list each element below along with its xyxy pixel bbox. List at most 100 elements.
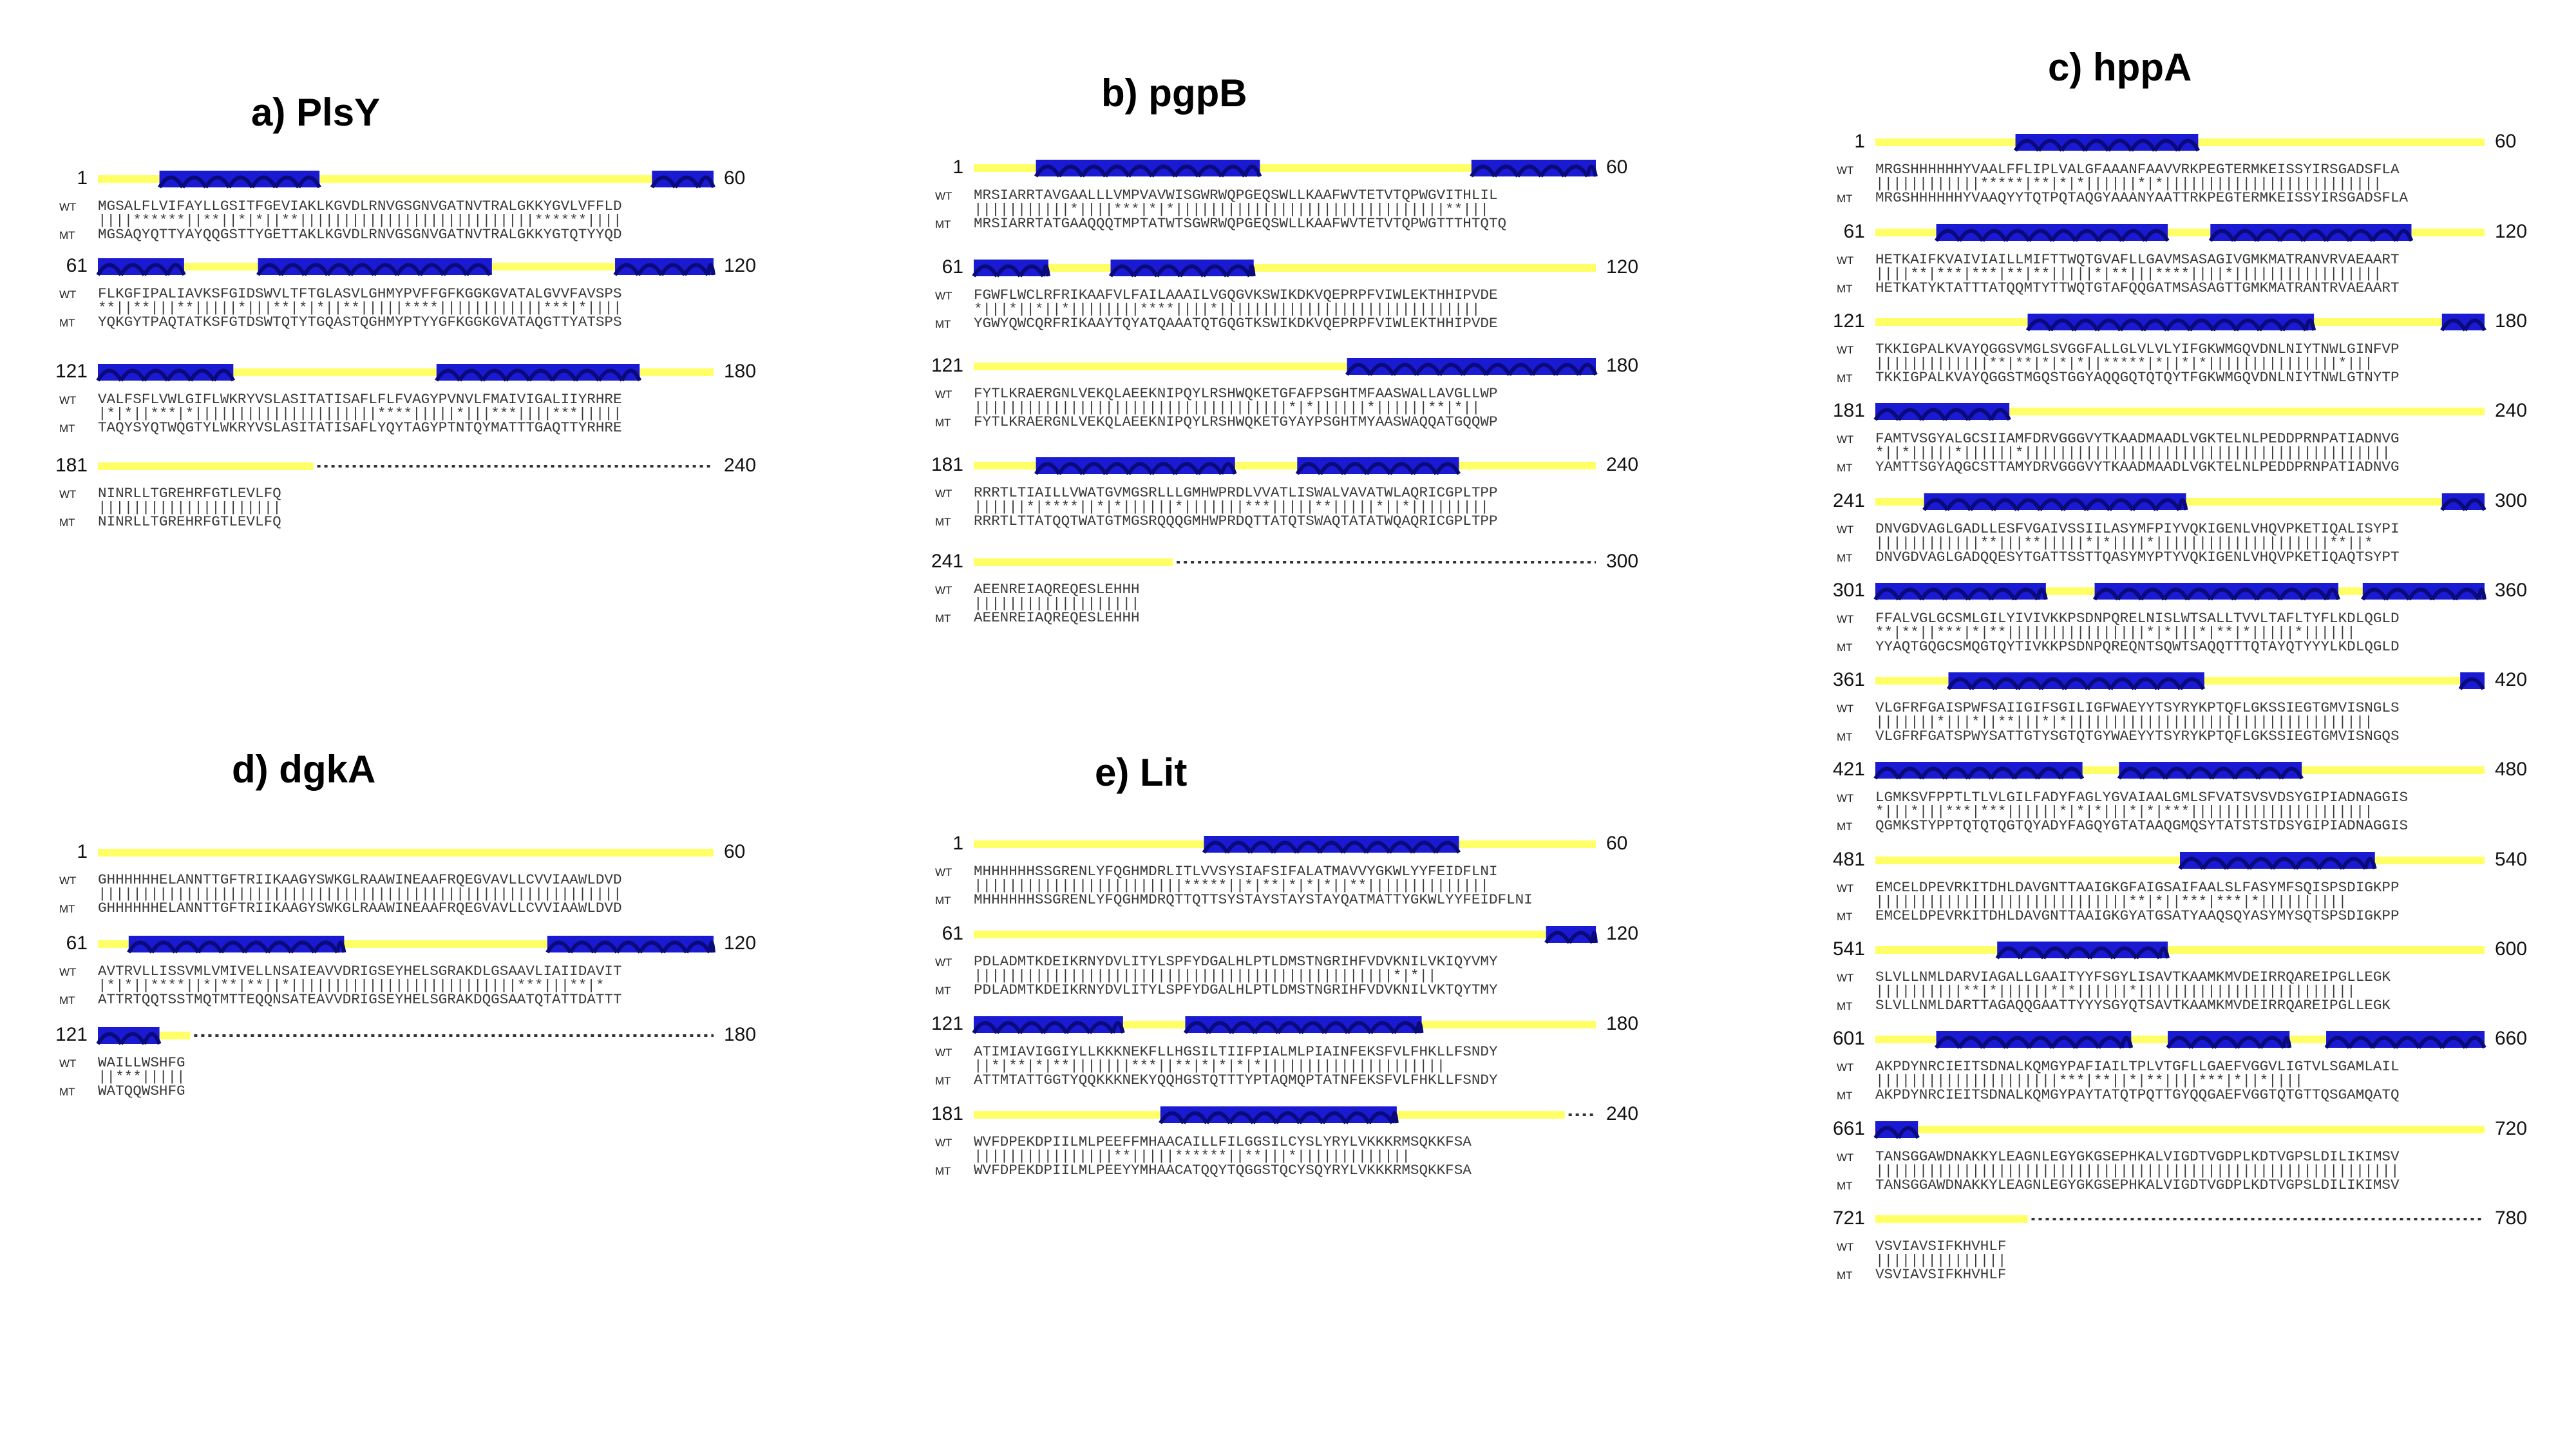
helix-segment <box>96 1027 162 1045</box>
wt-sequence: FFALVGLGCSMLGILYIVIVKKPSDNPQRELNISLWTSAL… <box>1875 610 2400 627</box>
mt-row-label: MT <box>935 1165 951 1177</box>
wt-row-label: WT <box>1837 703 1854 715</box>
mt-row-label: MT <box>59 994 75 1007</box>
coil-segment <box>1875 946 2485 954</box>
wt-sequence: HETKAIFKVAIVIAILLMIFTTWQTGVAFLLGAVMSASAG… <box>1875 251 2400 268</box>
coil-segment <box>1875 1126 2485 1133</box>
wt-row-label: WT <box>59 488 77 500</box>
alignment-block: 421 480 WT LGMKSVFPPTLTLVLGILFADYFAGLYGVAIA… <box>1803 759 2557 834</box>
residue-end-number: 660 <box>2495 1028 2528 1049</box>
match-line: |||||||||||*||||***|*|*|||||||||||||||||… <box>974 201 1489 218</box>
panel-plsy: a) PlsY 1 60 WT MGSALFLVIFAYLLGSITFGEVIAKLK… <box>26 90 786 541</box>
panel-pgpb: b) pgpB 1 60 WT MRSIARRTAVGAALLLVMPVAVWISGW… <box>902 71 1668 650</box>
wt-sequence: DNVGDVAGLGADLLESFVGAIVSSIILASYMFPIYVQKIG… <box>1875 520 2400 537</box>
residue-end-number: 180 <box>1606 1013 1639 1034</box>
residue-start-number: 421 <box>1832 759 1865 780</box>
match-line: ||||||||||**|*||||||*|*||||||*||||||||||… <box>1875 983 2356 999</box>
alignment-block: 61 120 WT FLKGFIPALIAVKSFGIDSWVLTFTGLASVLGH… <box>26 255 786 330</box>
residue-end-number: 60 <box>1606 156 1628 178</box>
mt-sequence: RRRTLTTATQQTWATGTMGSRQQQGMHWPRDQTTATQTSW… <box>974 513 1498 529</box>
mt-sequence: EMCELDPEVRKITDHLDAVGNTTAAIGKGYATGSATYAAQ… <box>1875 907 2400 924</box>
alignment-block: 61 120 WT HETKAIFKVAIVIAILLMIFTTWQTGVAFLLGA… <box>1803 221 2557 296</box>
match-line: ||||**|***|***|**|**|||||*|**|||****||||… <box>1875 265 2382 282</box>
mt-row-label: MT <box>1837 372 1853 384</box>
helix-segment <box>96 258 186 276</box>
residue-end-number: 540 <box>2495 849 2528 870</box>
secondary-structure-track <box>974 457 1596 475</box>
alignment-block: 61 120 WT PDLADMTKDEIKRNYDVLITYLSPFYDGALHLP… <box>902 923 1668 998</box>
helix-segment <box>127 936 346 954</box>
residue-end-number: 120 <box>1606 256 1639 278</box>
wt-sequence: FYTLKRAERGNLVEKQLAEEKNIPQYLRSHWQKETGFAFP… <box>974 385 1498 402</box>
wt-sequence: MRSIARRTAVGAALLLVMPVAVWISGWRWQPGEQSWLLKA… <box>974 187 1498 204</box>
helix-segment <box>2361 583 2486 601</box>
helix-segment <box>1873 1121 1920 1139</box>
mt-row-label: MT <box>1837 820 1853 833</box>
residue-start-number: 181 <box>1832 400 1865 421</box>
wt-row-label: WT <box>1837 1241 1854 1253</box>
alignment-block: 1 60 WT GHHHHHHELANNTTGFTRIIKAAGYSWKGLRAAWI… <box>26 841 786 916</box>
wt-sequence: TANSGGAWDNAKKYLEAGNLEGYGKGSEPHKALVIGDTVG… <box>1875 1148 2400 1165</box>
residue-end-number: 180 <box>2495 310 2528 332</box>
mt-row-label: MT <box>1837 641 1853 654</box>
residue-start-number: 61 <box>66 933 88 954</box>
alignment-block: 181 240 WT FAMTVSGYALGCSIIAMFDRVGGGVYTKAADM… <box>1803 400 2557 475</box>
residue-end-number: 720 <box>2495 1118 2528 1139</box>
secondary-structure-track <box>1875 314 2486 332</box>
mt-sequence: MRGSHHHHHHYVAAQYYTQTPQTAQGYAAANYAATTRKPE… <box>1875 189 2409 206</box>
mt-row-label: MT <box>59 516 75 529</box>
mt-sequence: PDLADMTKDEIKRNYDVLITYLSPFYDGALHLPTLDMSTN… <box>974 981 1498 998</box>
wt-row-label: WT <box>1837 1151 1854 1164</box>
helix-segment <box>2324 1031 2486 1049</box>
mt-sequence: YAMTTSGYAQGCSTTAMYDRVGGGVYTKAADMAADLVGKT… <box>1875 459 2400 475</box>
coil-segment <box>98 849 714 857</box>
secondary-structure-track <box>98 936 715 954</box>
secondary-structure-track <box>1875 134 2485 152</box>
panel-lit: e) Lit 1 60 WT MHHHHHHSSGRENLYFQGHMDRLITLVV… <box>902 750 1668 1201</box>
residue-start-number: 661 <box>1832 1118 1865 1139</box>
wt-row-label: WT <box>1837 792 1854 804</box>
residue-start-number: 61 <box>942 923 963 944</box>
mt-sequence: AKPDYNRCIEITSDNALKQMGYPAYTATQTPQTTGYQQGA… <box>1875 1086 2400 1103</box>
wt-row-label: WT <box>935 290 952 302</box>
wt-sequence: ATIMIAVIGGIYLLKKKNEKFLLHGSILTIIFPIALMLPI… <box>974 1043 1498 1060</box>
coil-segment <box>974 264 1596 272</box>
helix-segment <box>2208 224 2414 242</box>
residue-start-number: 241 <box>931 551 963 572</box>
mt-row-label: MT <box>59 229 75 242</box>
panel-dgka: d) dgkA 1 60 WT GHHHHHHELANNTTGFTRIIKAAGYSW… <box>26 747 786 1133</box>
secondary-structure-track <box>96 258 715 276</box>
mt-sequence: YGWYQWCQRFRIKAAYTQYATQAAATQTGQGTKSWIKDKV… <box>974 315 1498 332</box>
secondary-structure-track <box>1875 852 2485 870</box>
mt-row-label: MT <box>935 1075 951 1087</box>
secondary-structure-track <box>1873 762 2485 780</box>
alignment-block: 181 240 WT WVFDPEKDPIILMLPEEFFMHAACAILLFILG… <box>902 1103 1668 1179</box>
wt-row-label: WT <box>59 394 77 406</box>
wt-row-label: WT <box>1837 164 1854 176</box>
alignment-block: 1 60 WT MGSALFLVIFAYLLGSITFGEVIAKLKGVDLRNVG… <box>26 167 786 243</box>
residue-end-number: 120 <box>2495 221 2528 242</box>
helix-segment <box>2458 672 2485 690</box>
wt-sequence: MGSALFLVIFAYLLGSITFGEVIAKLKGVDLRNVGSGNVG… <box>98 198 622 214</box>
wt-sequence: AVTRVLLISSVMLVMIVELLNSAIEAVVDRIGSEYHELSG… <box>98 963 622 980</box>
mt-sequence: NINRLLTGREHRFGTLEVLFQ <box>98 513 281 530</box>
wt-row-label: WT <box>935 190 952 202</box>
helix-segment <box>545 936 715 954</box>
mt-sequence: TAQYSYQTWQGTYLWKRYVSLASITATISAFLYQYTAGYP… <box>98 419 622 436</box>
helix-segment <box>2440 314 2486 332</box>
helix-segment <box>1034 160 1262 178</box>
residue-end-number: 180 <box>724 1024 757 1045</box>
alignment-block: 481 540 WT EMCELDPEVRKITDHLDAVGNTTAAIGKGFAI… <box>1803 849 2557 924</box>
helix-segment <box>2117 762 2304 780</box>
wt-sequence: TKKIGPALKVAYQGGSVMGLSVGGFALLGLVLVLYIFGKW… <box>1875 341 2400 357</box>
residue-end-number: 360 <box>2495 580 2528 601</box>
panel-title: e) Lit <box>1095 751 1188 794</box>
panel-title: c) hppA <box>2048 46 2192 89</box>
residue-start-number: 121 <box>1832 310 1865 332</box>
residue-end-number: 300 <box>2495 490 2528 511</box>
match-line: *|||*|||***|***||||||*|*|*|||*|*|***||||… <box>1875 803 2373 820</box>
helix-segment <box>1922 493 2188 511</box>
coil-segment <box>974 931 1596 938</box>
alignment-block: 61 120 WT FGWFLWCLRFRIKAAFVLFAILAAAILVGQGVK… <box>902 256 1668 332</box>
secondary-structure-track <box>974 558 1596 566</box>
